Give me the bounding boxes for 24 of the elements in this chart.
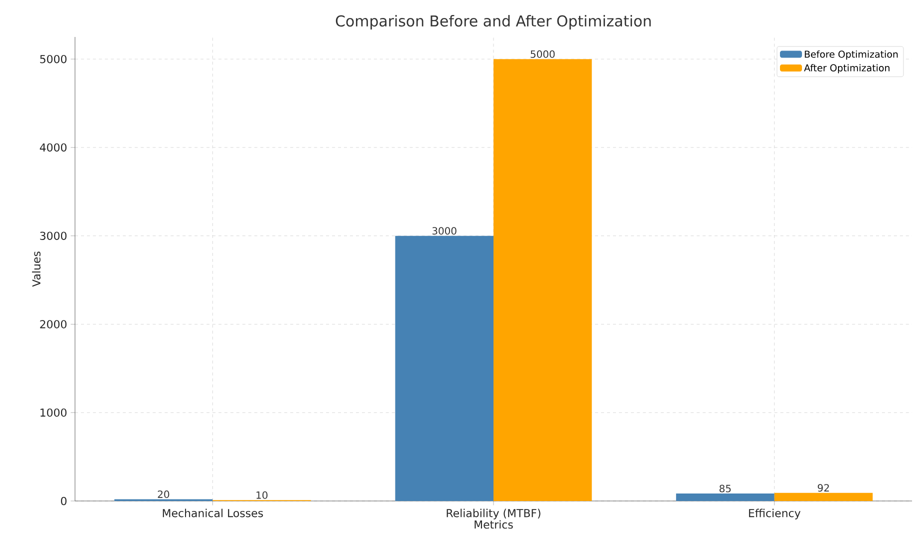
bar [395, 236, 494, 501]
y-tick-label: 1000 [40, 408, 66, 417]
y-tick-label: 2000 [40, 320, 66, 328]
data-label: 5000 [530, 50, 555, 58]
data-label: 92 [818, 484, 829, 492]
legend-label: Before Optimization [804, 50, 898, 60]
chart-title: Comparison Before and After Optimization [336, 15, 651, 30]
x-tick-label: Reliability (MTBF) [446, 508, 540, 520]
y-tick-label: 4000 [40, 143, 66, 152]
x-tick-label: Mechanical Losses [162, 508, 263, 518]
y-tick-label: 0 [60, 496, 66, 506]
bar [774, 492, 873, 501]
data-label: 10 [256, 491, 268, 499]
legend-label: After Optimization [804, 64, 890, 74]
bar [494, 59, 592, 501]
x-axis-title: Metrics [474, 520, 513, 529]
y-tick-label: 3000 [40, 232, 66, 240]
y-axis-title: Values [32, 252, 41, 287]
data-label: 20 [158, 490, 170, 498]
data-label: 85 [720, 484, 731, 492]
x-tick-label: Efficiency [749, 508, 800, 520]
data-label: 3000 [432, 227, 456, 235]
bar [676, 493, 774, 501]
y-tick-label: 5000 [40, 54, 66, 64]
